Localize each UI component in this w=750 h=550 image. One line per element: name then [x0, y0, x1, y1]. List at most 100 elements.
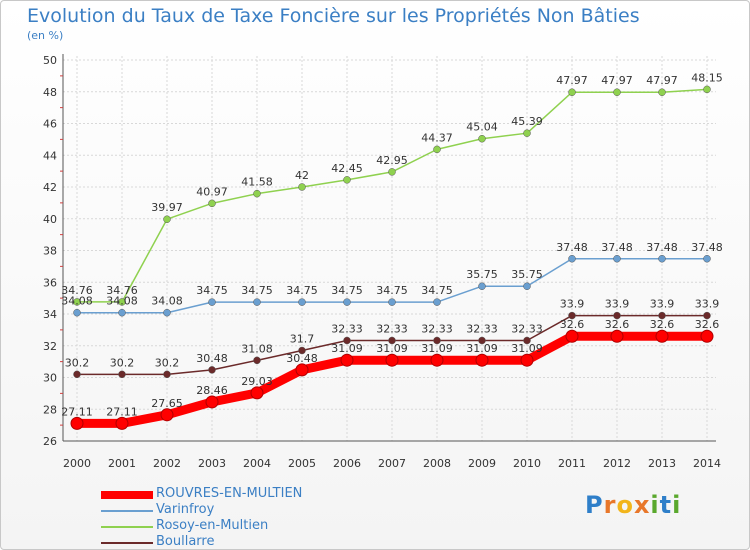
data-point — [475, 353, 489, 367]
y-tick-label: 44 — [43, 149, 57, 162]
data-label: 35.75 — [466, 268, 498, 281]
data-label: 45.04 — [466, 121, 498, 134]
y-tick-label: 26 — [43, 435, 57, 448]
x-tick-label: 2012 — [603, 457, 631, 470]
data-label: 27.11 — [61, 405, 93, 418]
x-tick-label: 2000 — [63, 457, 91, 470]
data-point — [115, 416, 129, 430]
logo-letter: i — [650, 491, 660, 519]
data-point — [613, 255, 621, 263]
logo-letter: x — [633, 491, 651, 519]
data-point — [343, 336, 351, 345]
data-point — [208, 298, 216, 306]
legend-swatch — [101, 491, 153, 499]
data-label: 32.6 — [560, 318, 585, 331]
legend-swatch — [101, 510, 153, 512]
legend-label: Rosoy-en-Multien — [156, 518, 269, 533]
x-tick-label: 2006 — [333, 457, 361, 470]
data-point — [568, 88, 576, 96]
data-point — [565, 329, 579, 343]
x-tick-label: 2003 — [198, 457, 226, 470]
data-point — [250, 386, 264, 400]
data-point — [388, 298, 396, 306]
data-label: 34.75 — [376, 284, 408, 297]
data-label: 32.33 — [376, 323, 408, 336]
data-label: 34.75 — [331, 284, 363, 297]
data-label: 31.09 — [331, 342, 363, 355]
y-tick-label: 36 — [43, 276, 57, 289]
data-label: 31.09 — [421, 342, 453, 355]
data-point — [478, 282, 486, 290]
data-label: 33.9 — [560, 298, 585, 311]
data-label: 39.97 — [151, 201, 183, 214]
data-point — [388, 336, 396, 345]
data-label: 33.9 — [695, 298, 720, 311]
data-point — [613, 311, 621, 320]
chart-title: Evolution du Taux de Taxe Foncière sur l… — [27, 5, 640, 27]
y-tick-label: 46 — [43, 118, 57, 131]
data-label: 32.6 — [650, 318, 675, 331]
data-point — [523, 282, 531, 290]
data-label: 34.76 — [106, 284, 138, 297]
logo-letter: r — [603, 491, 617, 519]
data-label: 34.75 — [286, 284, 318, 297]
data-label: 37.48 — [601, 241, 633, 254]
data-label: 37.48 — [556, 241, 588, 254]
y-tick-label: 28 — [43, 403, 57, 416]
x-tick-label: 2008 — [423, 457, 451, 470]
data-label: 47.97 — [646, 74, 678, 87]
data-label: 44.37 — [421, 131, 453, 144]
data-point — [253, 298, 261, 306]
y-tick-label: 42 — [43, 181, 57, 194]
data-point — [298, 298, 306, 306]
x-tick-label: 2011 — [558, 457, 586, 470]
logo-letter: i — [672, 491, 682, 519]
data-label: 34.08 — [151, 295, 183, 308]
data-point — [430, 353, 444, 367]
data-point — [163, 308, 171, 317]
data-label: 34.76 — [61, 284, 93, 297]
data-point — [208, 199, 216, 208]
data-point — [73, 370, 81, 379]
data-label: 32.33 — [331, 323, 363, 336]
data-point — [343, 298, 351, 306]
data-label: 32.33 — [466, 323, 498, 336]
data-label: 32.6 — [605, 318, 630, 331]
data-point — [208, 366, 216, 374]
data-point — [295, 363, 309, 377]
data-label: 30.2 — [110, 356, 135, 369]
data-label: 30.2 — [65, 356, 90, 369]
data-label: 41.58 — [241, 176, 273, 189]
legend-label: Varinfroy — [156, 502, 215, 517]
x-tick-label: 2005 — [288, 457, 316, 470]
data-point — [658, 255, 666, 263]
data-label: 33.9 — [650, 298, 675, 311]
data-point — [160, 408, 174, 422]
data-label: 32.6 — [695, 318, 720, 331]
data-label: 30.2 — [155, 356, 180, 369]
y-tick-label: 32 — [43, 340, 57, 353]
data-point — [163, 215, 171, 223]
data-label: 31.7 — [290, 333, 315, 346]
data-point — [298, 183, 306, 191]
data-point — [613, 88, 621, 96]
y-tick-label: 40 — [43, 213, 57, 226]
data-point — [703, 85, 711, 94]
data-label: 32.33 — [511, 323, 543, 336]
data-point — [433, 298, 441, 306]
data-label: 40.97 — [196, 185, 228, 198]
data-point — [523, 336, 531, 345]
data-label: 32.33 — [421, 323, 453, 336]
y-tick-label: 48 — [43, 86, 57, 99]
data-point — [523, 129, 531, 137]
proxiti-logo: Proxiti — [585, 491, 681, 519]
data-point — [568, 255, 576, 263]
data-label: 42.95 — [376, 154, 408, 167]
x-tick-label: 2013 — [648, 457, 676, 470]
x-tick-label: 2002 — [153, 457, 181, 470]
data-point — [70, 416, 84, 430]
data-point — [568, 311, 576, 320]
data-label: 30.48 — [196, 352, 228, 365]
data-label: 31.08 — [241, 342, 273, 355]
